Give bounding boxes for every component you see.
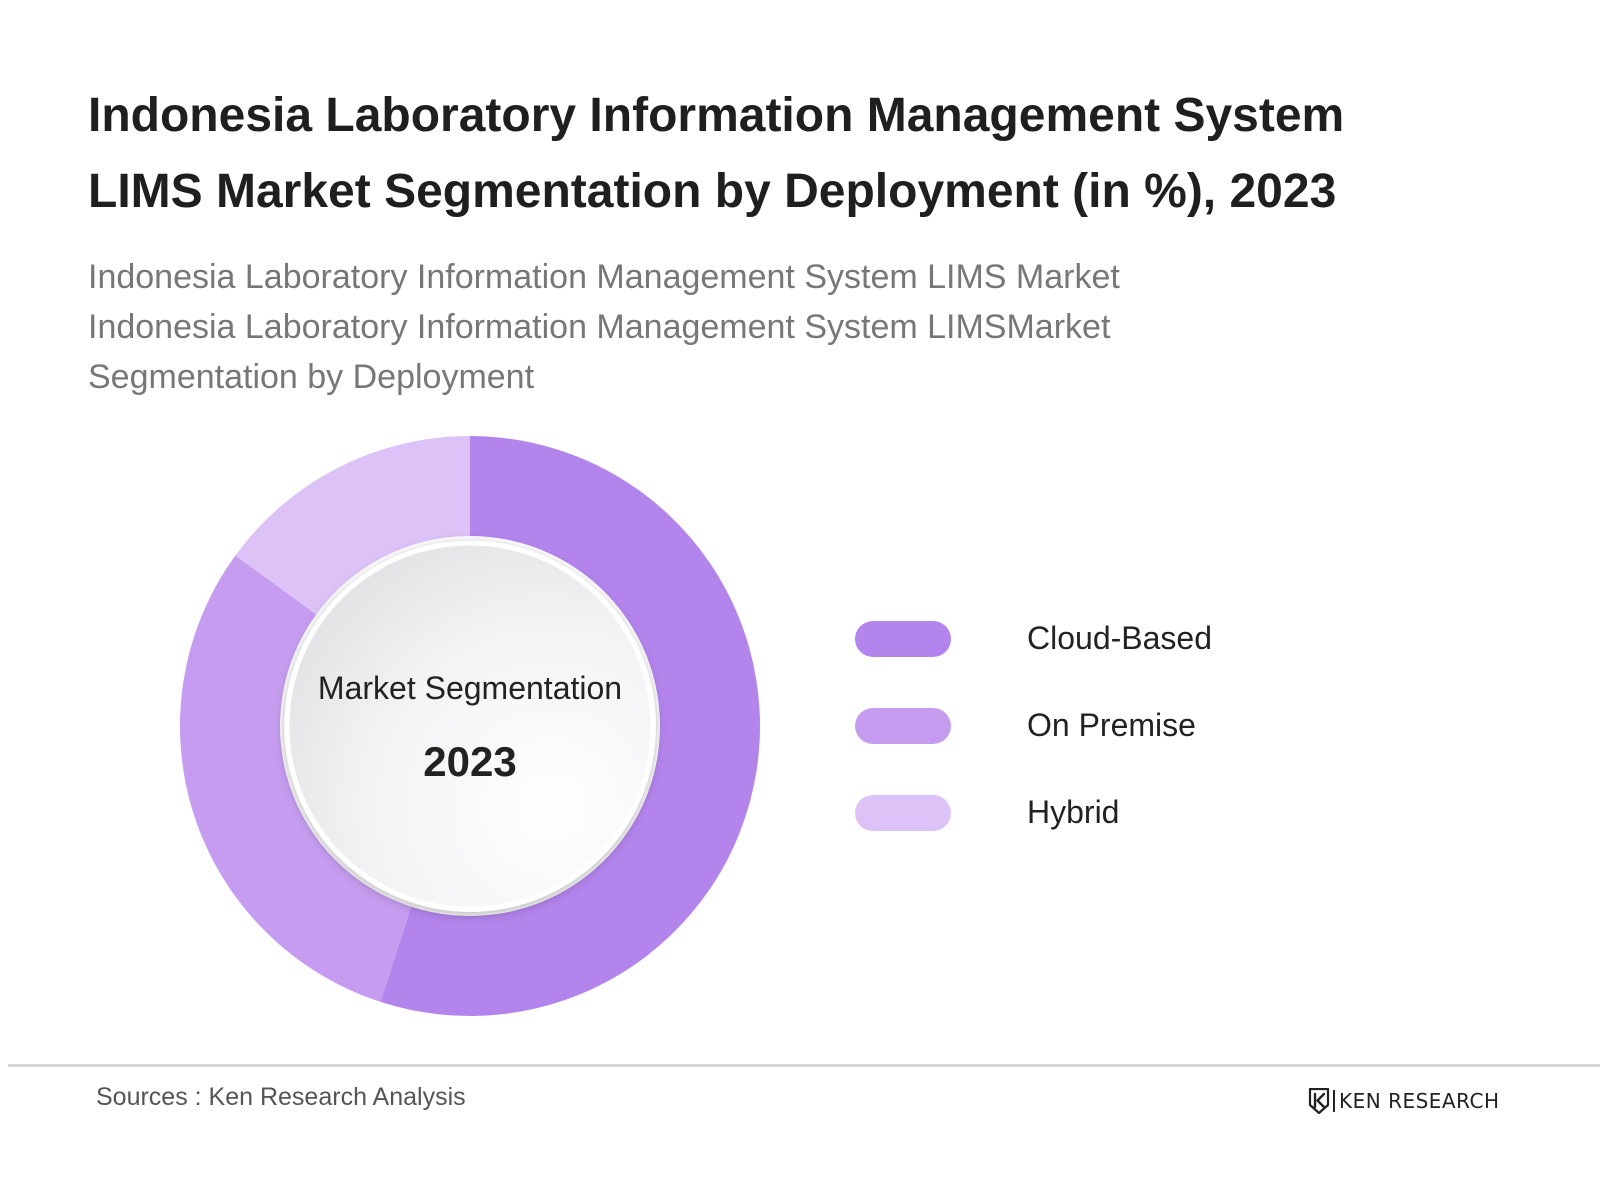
chart-subtitle: Indonesia Laboratory Information Managem…: [88, 252, 1488, 402]
legend-swatch-hybrid: [855, 795, 951, 831]
legend-swatch-on-premise: [855, 708, 951, 744]
legend-label-on-premise: On Premise: [1027, 707, 1196, 743]
chart-subtitle-line-3: Segmentation by Deployment: [88, 358, 535, 396]
legend-label-hybrid: Hybrid: [1027, 794, 1120, 830]
chart-title-line-1: Indonesia Laboratory Information Managem…: [88, 89, 1345, 142]
ken-research-wordmark: KEN RESEARCH: [1339, 1089, 1500, 1113]
donut-center-label: Market Segmentation: [317, 670, 623, 706]
donut-center-ring: [284, 540, 656, 912]
donut-slice-on-premise: [180, 555, 412, 1002]
legend-swatch-cloud-based: [855, 621, 951, 657]
ken-research-logo-separator: [1333, 1090, 1335, 1112]
ken-research-logo-icon: [1308, 1088, 1330, 1114]
donut-slice-hybrid: [235, 436, 470, 615]
donut-center-year: 2023: [423, 738, 517, 785]
donut-center-disc: [284, 540, 656, 912]
chart-subtitle-line-1: Indonesia Laboratory Information Managem…: [88, 258, 1120, 296]
chart-subtitle-line-2: Indonesia Laboratory Information Managem…: [88, 308, 1111, 346]
legend-label-cloud-based: Cloud-Based: [1027, 620, 1212, 656]
footer-divider: [8, 1064, 1600, 1067]
source-note: Sources : Ken Research Analysis: [96, 1083, 466, 1111]
ken-research-logo: KEN RESEARCH: [1308, 1087, 1500, 1115]
donut-slice-cloud-based: [380, 436, 761, 1016]
donut-slices: [180, 436, 761, 1016]
chart-title-line-2: LIMS Market Segmentation by Deployment (…: [88, 165, 1337, 218]
chart-title: Indonesia Laboratory Information Managem…: [88, 78, 1528, 230]
